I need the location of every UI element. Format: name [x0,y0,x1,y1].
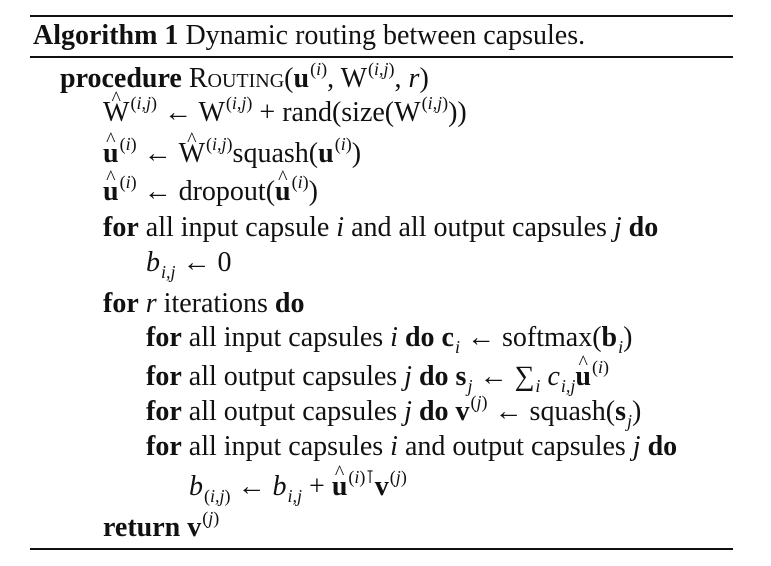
keyword-return: return [103,512,181,543]
line-return: return v(j) [103,508,220,543]
algorithm-label: Algorithm 1 [33,20,179,51]
line-prediction: u(i) ← W(i,j)squash(u(i)) [103,123,361,173]
rand-size-text: rand(size( [282,97,395,128]
line-for-init: for all input capsule i and all output c… [103,212,659,243]
algorithm-title: Dynamic routing between capsules. [185,20,586,51]
line-weight-noise: W(i,j) ← W(i,j) + rand(size(W(i,j))) [103,82,467,132]
caption-rule [30,56,733,58]
algorithm-bottom-rule [30,548,733,550]
keyword-for: for [103,212,139,243]
line-for-update: for all input capsules i and output caps… [146,431,678,462]
procedure-name: Routing [188,63,285,94]
line-dropout: u(i) ← dropout(u(i)) [103,161,318,211]
line-softmax: for all input capsules i do ci ← softmax… [146,322,633,357]
algorithm-caption: Algorithm 1 Dynamic routing between caps… [33,18,585,54]
algorithm-top-rule [30,15,733,17]
line-weighted-sum: for all output capsules j do sj ← ∑i ci,… [146,346,609,396]
dropout-text: dropout [178,176,266,207]
keyword-do: do [628,212,659,243]
line-squash: for all output capsules j do v(j) ← squa… [146,392,642,431]
line-init-b: bi,j ← 0 [146,247,232,282]
line-for-iterations: for r iterations do [103,288,305,319]
squash-text: squash [232,138,309,169]
line-procedure: procedure Routing(u(i), W(i,j), r) [60,59,429,94]
line-update-b: b(i,j) ← bi,j + u(i)⊺v(j) [189,456,407,506]
